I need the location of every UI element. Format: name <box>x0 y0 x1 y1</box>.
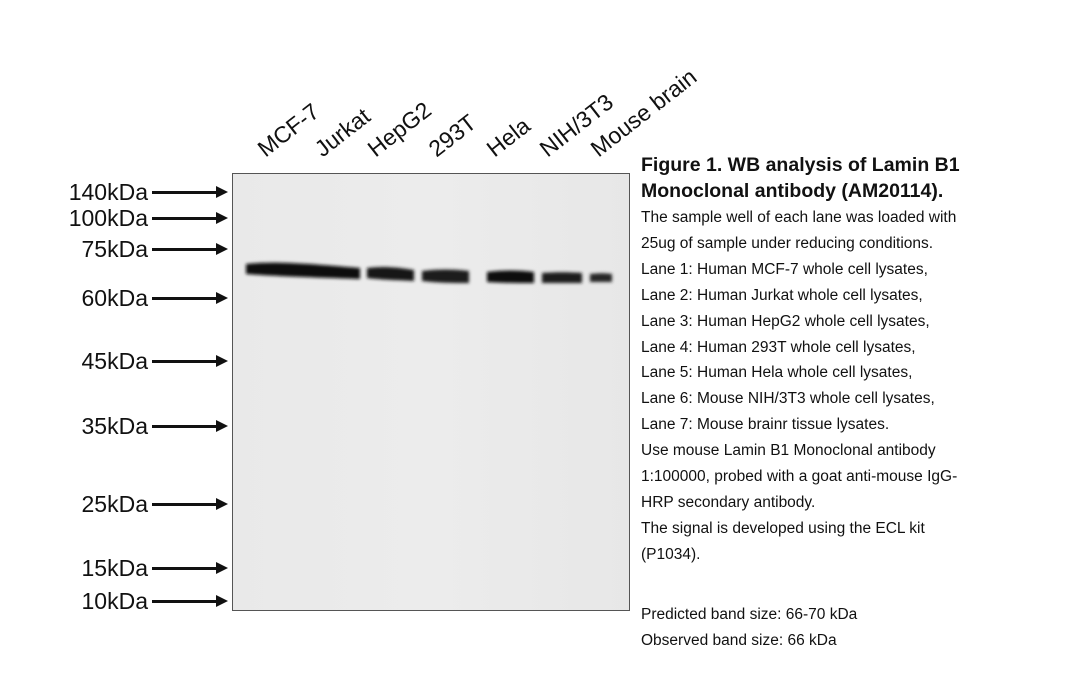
band-lane-6 <box>542 272 582 283</box>
band-lane-7 <box>590 273 612 282</box>
band-size-info: Predicted band size: 66-70 kDa Observed … <box>641 602 857 654</box>
marker-label: 10kDa <box>81 588 148 614</box>
marker-label: 140kDa <box>68 179 148 205</box>
band-lane-1-2 <box>246 262 360 279</box>
caption-line: Lane 6: Mouse NIH/3T3 whole cell lysates… <box>641 390 935 408</box>
arrow-icon <box>152 498 228 510</box>
figure-caption: Figure 1. WB analysis of Lamin B1 Monocl… <box>641 152 1081 568</box>
marker-label: 25kDa <box>81 491 148 517</box>
figure-title-line-1: Figure 1. WB analysis of Lamin B1 <box>641 154 960 176</box>
figure-title-line-2: Monoclonal antibody (AM20114). <box>641 180 944 202</box>
caption-line: The signal is developed using the ECL ki… <box>641 519 925 537</box>
arrow-icon <box>152 243 228 255</box>
lane-label-mcf7: MCF-7 <box>252 98 324 162</box>
arrow-icon <box>152 355 228 367</box>
marker-label: 35kDa <box>81 413 148 439</box>
observed-band-size: Observed band size: 66 kDa <box>641 631 837 649</box>
caption-line: (P1034). <box>641 545 701 563</box>
caption-line: Lane 1: Human MCF-7 whole cell lysates, <box>641 260 928 278</box>
arrow-icon <box>152 292 228 304</box>
caption-line: Lane 3: Human HepG2 whole cell lysates, <box>641 312 930 330</box>
marker-label: 60kDa <box>81 285 148 311</box>
marker-25kda: 25kDa <box>0 489 228 519</box>
lane-label-hepg2: HepG2 <box>362 96 437 162</box>
caption-line: Lane 7: Mouse brainr tissue lysates. <box>641 416 890 434</box>
marker-35kda: 35kDa <box>0 411 228 441</box>
arrow-icon <box>152 595 228 607</box>
marker-15kda: 15kDa <box>0 553 228 583</box>
protein-bands <box>246 262 612 283</box>
caption-line: Lane 2: Human Jurkat whole cell lysates, <box>641 286 923 304</box>
marker-10kda: 10kDa <box>0 586 228 616</box>
arrow-icon <box>152 562 228 574</box>
caption-line: The sample well of each lane was loaded … <box>641 209 957 226</box>
marker-label: 45kDa <box>81 348 148 374</box>
marker-100kda: 100kDa <box>0 203 228 233</box>
marker-60kda: 60kDa <box>0 283 228 313</box>
arrow-icon <box>152 186 228 198</box>
caption-line: 1:100000, probed with a goat anti-mouse … <box>641 468 958 486</box>
marker-45kda: 45kDa <box>0 346 228 376</box>
marker-label: 15kDa <box>81 555 148 581</box>
caption-line: Use mouse Lamin B1 Monoclonal antibody <box>641 442 936 460</box>
arrow-icon <box>152 212 228 224</box>
marker-75kda: 75kDa <box>0 234 228 264</box>
western-blot-image <box>232 173 630 611</box>
band-lane-3 <box>367 266 414 281</box>
band-lane-5 <box>487 270 534 283</box>
lane-label-hela: Hela <box>481 112 535 162</box>
membrane <box>232 173 630 611</box>
caption-line: Lane 5: Human Hela whole cell lysates, <box>641 364 913 382</box>
caption-line: Lane 4: Human 293T whole cell lysates, <box>641 338 916 356</box>
caption-line: HRP secondary antibody. <box>641 493 816 511</box>
caption-line: 25ug of sample under reducing conditions… <box>641 234 934 252</box>
marker-label: 75kDa <box>81 236 148 262</box>
marker-label: 100kDa <box>68 205 148 231</box>
arrow-icon <box>152 420 228 432</box>
lane-label-jurkat: Jurkat <box>309 102 375 162</box>
band-lane-4 <box>422 269 469 283</box>
marker-140kda: 140kDa <box>0 177 228 207</box>
predicted-band-size: Predicted band size: 66-70 kDa <box>641 606 858 623</box>
